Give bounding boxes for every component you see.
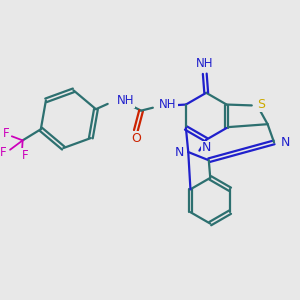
Text: F: F	[0, 146, 7, 159]
Text: NH: NH	[159, 98, 177, 111]
Text: N: N	[281, 136, 290, 149]
Text: F: F	[22, 149, 29, 162]
Text: N: N	[202, 141, 212, 154]
Text: NH: NH	[117, 94, 135, 107]
Text: S: S	[257, 98, 265, 111]
Text: NH: NH	[196, 57, 214, 70]
Text: N: N	[175, 146, 184, 159]
Text: F: F	[3, 128, 10, 140]
Text: O: O	[131, 132, 141, 145]
